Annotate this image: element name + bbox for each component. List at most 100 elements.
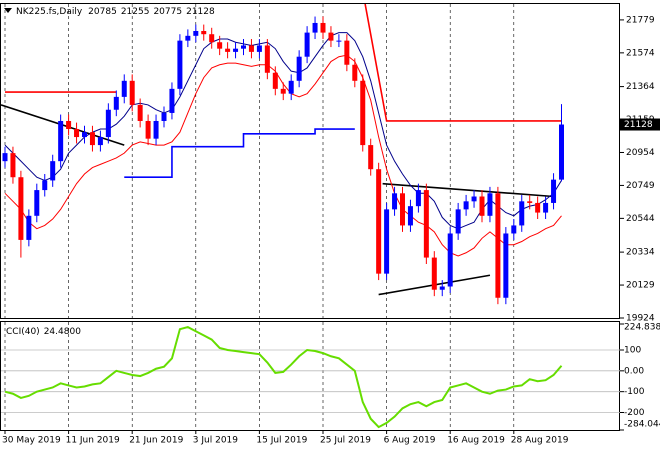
candle-body bbox=[336, 40, 342, 42]
cci-header: CCI(40) 24.4800 bbox=[6, 327, 81, 337]
candle-body bbox=[368, 145, 374, 170]
candle-body bbox=[193, 30, 199, 36]
x-tick-label: 3 Jul 2019 bbox=[193, 436, 238, 446]
cci-tick-label: 100 bbox=[624, 346, 641, 356]
candle-body bbox=[431, 257, 437, 290]
x-tick-label: 11 Jun 2019 bbox=[66, 436, 120, 446]
candle-body bbox=[503, 233, 509, 298]
candle-body bbox=[519, 201, 525, 226]
candle-body bbox=[407, 206, 413, 226]
cci-tick-label: 0.00 bbox=[624, 366, 644, 376]
candle-body bbox=[153, 120, 159, 139]
candle-body bbox=[296, 56, 302, 81]
cci-line bbox=[4, 326, 563, 429]
open: 20785 bbox=[88, 7, 117, 17]
candle-body bbox=[352, 64, 358, 81]
y-tick-label: 21364 bbox=[626, 82, 655, 92]
candle-body bbox=[463, 201, 469, 210]
candle-body bbox=[439, 286, 445, 290]
plot bbox=[1, 4, 564, 318]
candle-body bbox=[455, 209, 461, 234]
candle-body bbox=[217, 42, 223, 49]
candle-body bbox=[2, 153, 8, 162]
candle-body bbox=[209, 34, 215, 43]
y-tick-label: 20954 bbox=[626, 148, 655, 158]
candle-body bbox=[392, 193, 398, 210]
y-tick-label: 20544 bbox=[626, 214, 655, 224]
candle-body bbox=[18, 177, 24, 240]
candle-body bbox=[280, 88, 286, 94]
candle-body bbox=[535, 202, 541, 213]
candle-body bbox=[26, 215, 32, 240]
candle-body bbox=[312, 22, 318, 33]
x-tick-label: 25 Jul 2019 bbox=[320, 436, 371, 446]
candle-body bbox=[82, 132, 87, 138]
x-tick-label: 15 Jul 2019 bbox=[256, 436, 307, 446]
candle-body bbox=[376, 169, 382, 274]
candle-body bbox=[42, 180, 48, 191]
candle-body bbox=[105, 109, 111, 138]
candle-body bbox=[527, 201, 533, 203]
cci-tick-label: -100 bbox=[624, 387, 645, 397]
candle-body bbox=[34, 190, 40, 216]
candle-body bbox=[423, 190, 429, 258]
main-panel bbox=[0, 3, 620, 319]
symbol: NK225.fs,Daily bbox=[16, 7, 83, 17]
x-tick-label: 21 Jun 2019 bbox=[129, 436, 183, 446]
y-tick-label: 21779 bbox=[626, 15, 655, 25]
x-tick-label: 16 Aug 2019 bbox=[447, 436, 505, 446]
candle-body bbox=[328, 32, 334, 41]
candle-body bbox=[177, 40, 183, 89]
candle-body bbox=[169, 88, 175, 113]
low: 20775 bbox=[153, 7, 182, 17]
menu-arrow bbox=[4, 8, 12, 13]
candle-body bbox=[447, 233, 453, 287]
y-tick-label: 19924 bbox=[626, 314, 655, 324]
trend-line bbox=[124, 128, 355, 179]
candle-body bbox=[479, 196, 485, 216]
cci-panel bbox=[0, 321, 620, 431]
candle-body bbox=[256, 45, 262, 52]
x-tick-label: 6 Aug 2019 bbox=[384, 436, 436, 446]
candle-body bbox=[559, 124, 564, 180]
candle-body bbox=[487, 193, 493, 216]
candle-body bbox=[288, 80, 294, 94]
candle-body bbox=[415, 190, 421, 207]
cci-name: CCI(40) bbox=[6, 327, 40, 337]
candle-body bbox=[145, 120, 151, 139]
price-label: 21128 bbox=[624, 120, 653, 130]
y-tick-label: 21574 bbox=[626, 48, 655, 58]
candle-body bbox=[233, 48, 239, 52]
candle-body bbox=[344, 40, 350, 65]
candle-body bbox=[97, 137, 103, 146]
candle-body bbox=[74, 129, 80, 138]
price-badge bbox=[620, 118, 660, 131]
x-tick-label: 28 Aug 2019 bbox=[511, 436, 569, 446]
candle-body bbox=[511, 225, 517, 234]
header: NK225.fs,Daily 20785 21255 20775 21128 bbox=[16, 7, 215, 17]
cci-tick-label: -200 bbox=[624, 408, 645, 418]
candle-body bbox=[185, 35, 191, 41]
candle-body bbox=[272, 72, 278, 89]
candle-body bbox=[471, 196, 477, 202]
cci-value: 24.4800 bbox=[44, 327, 81, 337]
candle-body bbox=[66, 120, 72, 130]
close: 21128 bbox=[186, 7, 215, 17]
candle-body bbox=[241, 45, 246, 49]
y-tick-label: 20749 bbox=[626, 181, 655, 191]
x-tick-label: 30 May 2019 bbox=[2, 436, 61, 446]
cci-tick-label: -284.044 bbox=[624, 420, 660, 430]
candle-body bbox=[121, 80, 127, 97]
candle-body bbox=[10, 153, 16, 178]
moving-average bbox=[4, 32, 562, 230]
candle-body bbox=[248, 45, 254, 52]
candle-body bbox=[225, 48, 231, 52]
candle-body bbox=[384, 209, 390, 274]
candle-body bbox=[551, 179, 557, 203]
candle-body bbox=[129, 80, 135, 105]
candle-body bbox=[50, 161, 56, 181]
candle-body bbox=[89, 132, 95, 146]
candle-body bbox=[400, 193, 405, 226]
